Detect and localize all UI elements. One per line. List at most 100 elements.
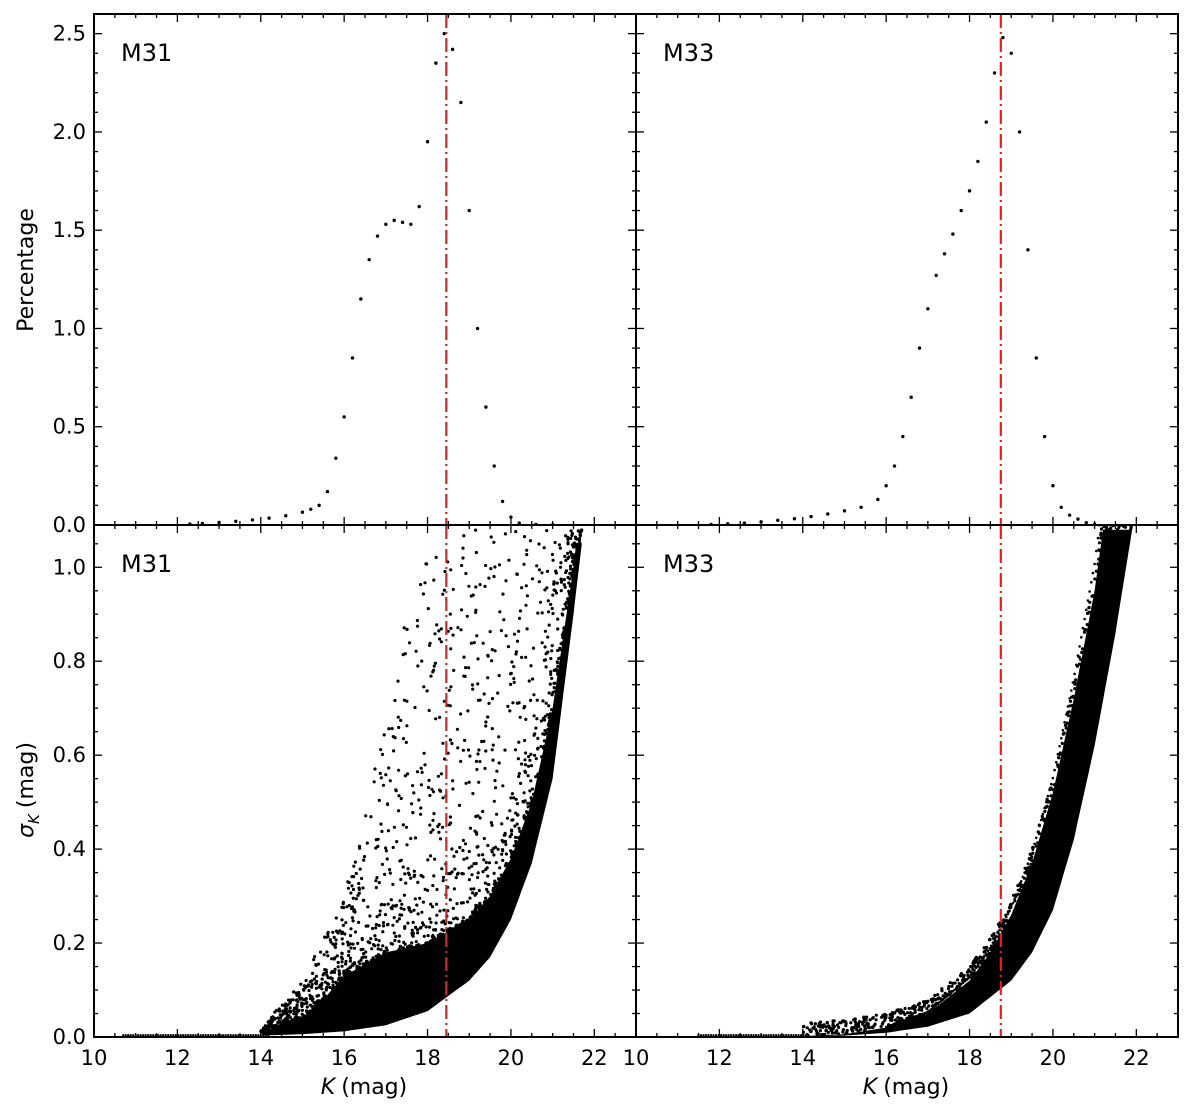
data-point [494, 861, 498, 865]
data-point [549, 672, 553, 677]
data-point [385, 857, 389, 861]
data-point [227, 1034, 230, 1037]
data-point [471, 791, 475, 796]
data-point [1058, 751, 1062, 755]
data-point [475, 634, 479, 638]
data-point [531, 677, 535, 681]
data-point [319, 950, 323, 954]
data-point [486, 874, 490, 878]
data-point [296, 1015, 300, 1019]
data-point [821, 1025, 825, 1029]
data-point [476, 682, 480, 686]
data-point [376, 943, 380, 947]
point-cloud [122, 528, 584, 1037]
data-point [207, 1034, 210, 1037]
data-point [1050, 782, 1053, 786]
data-point [362, 955, 366, 959]
data-point [428, 854, 433, 858]
data-point [1077, 662, 1081, 666]
data-point [500, 822, 504, 826]
data-point [422, 934, 426, 938]
data-point [467, 878, 471, 882]
data-point [410, 931, 414, 935]
data-point [816, 1024, 820, 1028]
data-point [1075, 663, 1078, 667]
data-point [343, 932, 347, 936]
data-point [431, 905, 435, 909]
data-point [332, 985, 336, 990]
data-point [1130, 517, 1133, 520]
data-point [465, 614, 469, 618]
data-point [854, 1027, 858, 1031]
data-point [430, 787, 434, 791]
data-point [426, 607, 430, 611]
data-point [470, 864, 474, 868]
data-point [492, 540, 496, 544]
data-point [392, 749, 396, 753]
data-point [536, 736, 540, 741]
data-point [334, 938, 338, 942]
data-point [338, 929, 342, 933]
data-point [512, 665, 516, 669]
data-point [362, 858, 366, 862]
y-tick-label: 0.0 [53, 513, 86, 537]
data-point [850, 1026, 854, 1030]
data-point [983, 949, 987, 954]
data-point [566, 542, 570, 546]
data-point [931, 997, 935, 1001]
data-point [472, 641, 476, 645]
data-point [461, 838, 465, 843]
ticks [635, 525, 1179, 1038]
data-point [569, 582, 573, 587]
data-point [485, 887, 489, 892]
data-point [1063, 721, 1066, 724]
data-point [522, 562, 526, 566]
data-point [870, 1025, 874, 1029]
data-point [1057, 755, 1061, 760]
data-point [509, 682, 513, 687]
data-point [522, 535, 527, 539]
data-point [527, 755, 531, 759]
data-point [296, 1000, 300, 1004]
data-point [159, 1034, 162, 1037]
data-point [515, 802, 520, 806]
data-point [941, 994, 945, 998]
data-point [380, 829, 384, 834]
data-point [512, 632, 517, 636]
data-point [401, 865, 405, 869]
data-point [412, 869, 416, 873]
data-point [419, 812, 423, 816]
data-point [551, 593, 555, 597]
data-point [395, 919, 399, 923]
data-point [550, 606, 554, 611]
data-point [466, 709, 470, 713]
data-point [368, 914, 372, 918]
data-point [742, 1034, 745, 1037]
data-point [383, 949, 387, 953]
data-point [441, 825, 445, 829]
data-point [566, 551, 570, 556]
data-point [526, 764, 531, 768]
data-point [720, 1034, 723, 1037]
data-point [429, 920, 433, 924]
data-point [529, 764, 534, 768]
data-point [833, 1031, 837, 1035]
data-point [854, 1023, 858, 1027]
x-axis-label-right: K (mag) [863, 1075, 949, 1100]
data-point [271, 1015, 275, 1019]
data-point [415, 624, 420, 628]
data-point [1066, 705, 1070, 708]
data-point [389, 906, 393, 910]
data-point [142, 1034, 145, 1037]
data-point [506, 704, 510, 709]
data-point [525, 553, 529, 557]
data-point [498, 610, 502, 614]
data-point [493, 649, 497, 653]
data-point [518, 829, 522, 834]
data-point [543, 629, 548, 633]
data-point [1056, 763, 1060, 767]
x-axis-symbol-right: K [863, 1075, 879, 1100]
data-point [518, 715, 522, 719]
data-point [305, 1000, 309, 1004]
data-point [545, 713, 550, 717]
